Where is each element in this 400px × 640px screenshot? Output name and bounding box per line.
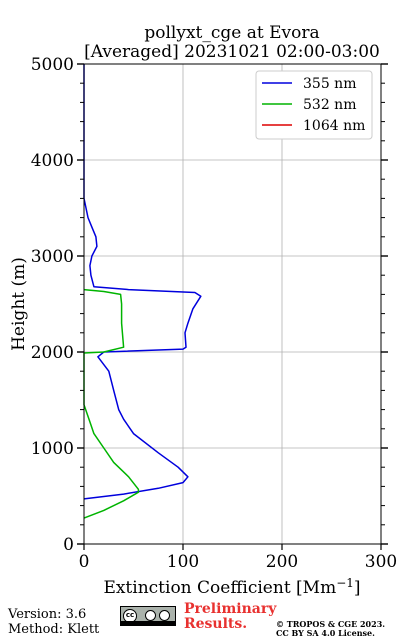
plot-frame: [83, 63, 382, 545]
by-icon: [145, 610, 156, 621]
x-axis-label: Extinction Coefficient [Mm−1]: [103, 576, 360, 598]
cc-icon: cc: [123, 609, 137, 623]
y-axis-label: Height (m): [9, 257, 29, 351]
series-line-355-nm: [83, 64, 202, 500]
y-tick-label: 5000: [31, 55, 74, 75]
legend-box: [255, 70, 373, 140]
copyright-text-line1: © TROPOS & CGE 2023.: [276, 619, 386, 629]
y-tick-label: 3000: [31, 247, 74, 267]
legend: 355 nm 532 nm 1064 nm: [255, 70, 373, 140]
copyright-text-line2: CC BY SA 4.0 License.: [276, 628, 375, 638]
chart-title-line1: pollyxt_cge at Evora: [144, 23, 319, 43]
y-tick-label: 2000: [31, 343, 74, 363]
y-tick-label: 1000: [31, 439, 74, 459]
x-tick-label: 100: [167, 552, 199, 572]
y-tick-label: 0: [63, 535, 74, 555]
extinction-profile-chart: pollyxt_cge at Evora [Averaged] 20231021…: [9, 23, 397, 598]
legend-entry: 532 nm: [303, 97, 356, 113]
version-text: Version: 3.6: [8, 607, 87, 622]
y-tick-label: 4000: [31, 151, 74, 171]
legend-entry: 1064 nm: [303, 118, 365, 134]
series-line-532-nm: [83, 288, 140, 519]
x-tick-label: 300: [365, 552, 397, 572]
sa-icon: [159, 610, 170, 621]
series-lines: [83, 64, 202, 519]
chart-title-line2: [Averaged] 20231021 02:00-03:00: [84, 42, 380, 62]
method-text: Method: Klett: [8, 622, 100, 637]
preliminary-text-line2: Results.: [184, 616, 248, 632]
x-tick-label: 200: [266, 552, 298, 572]
legend-entry: 355 nm: [303, 76, 356, 92]
grid-lines: [84, 64, 381, 544]
x-tick-label: 0: [79, 552, 90, 572]
preliminary-text-line1: Preliminary: [184, 601, 277, 617]
cc-by-sa-badge-icon: cc: [120, 606, 176, 626]
